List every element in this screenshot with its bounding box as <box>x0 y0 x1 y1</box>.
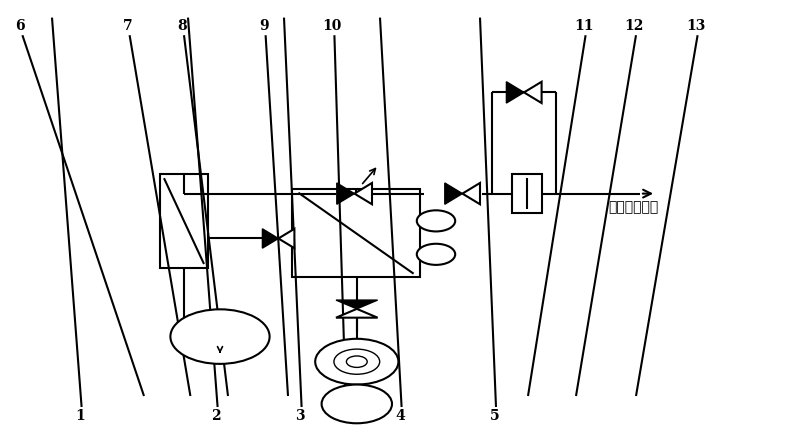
Bar <box>292 189 420 277</box>
Polygon shape <box>336 300 378 309</box>
Polygon shape <box>278 229 294 248</box>
Polygon shape <box>445 183 462 204</box>
Text: 11: 11 <box>574 19 594 33</box>
Text: 12: 12 <box>625 19 644 33</box>
Polygon shape <box>506 82 524 103</box>
Polygon shape <box>524 82 542 103</box>
Polygon shape <box>336 309 378 318</box>
Circle shape <box>315 339 398 385</box>
Polygon shape <box>337 183 354 204</box>
Circle shape <box>322 385 392 423</box>
Text: 4: 4 <box>395 409 405 423</box>
Bar <box>512 174 542 213</box>
Text: 8: 8 <box>178 19 187 33</box>
Text: 6: 6 <box>15 19 25 33</box>
Circle shape <box>417 210 455 231</box>
Bar <box>160 174 208 268</box>
Polygon shape <box>462 183 480 204</box>
Polygon shape <box>262 229 278 248</box>
Text: 10: 10 <box>322 19 342 33</box>
Circle shape <box>334 349 380 374</box>
Text: 5: 5 <box>490 409 499 423</box>
Circle shape <box>417 244 455 265</box>
Circle shape <box>346 356 367 367</box>
Circle shape <box>170 309 270 364</box>
Text: 3: 3 <box>295 409 305 423</box>
Text: 進且真空系統: 進且真空系統 <box>608 201 658 215</box>
Text: 7: 7 <box>123 19 133 33</box>
Text: 9: 9 <box>259 19 269 33</box>
Text: 2: 2 <box>211 409 221 423</box>
Polygon shape <box>354 183 372 204</box>
Text: 1: 1 <box>75 409 85 423</box>
Text: 13: 13 <box>686 19 706 33</box>
